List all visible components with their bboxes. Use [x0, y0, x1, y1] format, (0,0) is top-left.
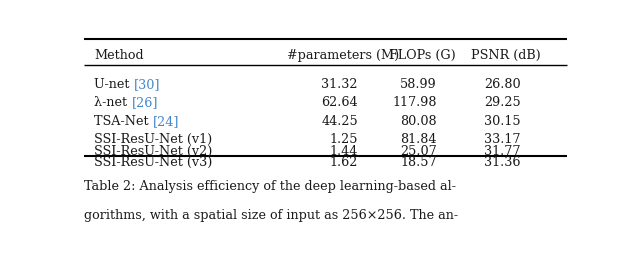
Text: 81.84: 81.84 [400, 133, 437, 146]
Text: [26]: [26] [132, 97, 158, 109]
Text: Table 2: Analysis efficiency of the deep learning-based al-: Table 2: Analysis efficiency of the deep… [85, 180, 457, 193]
Text: λ-net: λ-net [94, 97, 132, 109]
Text: SSI-ResU-Net (v1): SSI-ResU-Net (v1) [94, 133, 212, 146]
Text: 31.36: 31.36 [484, 156, 521, 169]
Text: #parameters (M): #parameters (M) [287, 49, 399, 62]
Text: 30.15: 30.15 [484, 115, 521, 128]
Text: 31.77: 31.77 [484, 145, 521, 157]
Text: U-net: U-net [94, 78, 134, 91]
Text: SSI-ResU-Net (v2): SSI-ResU-Net (v2) [94, 145, 212, 157]
Text: 26.80: 26.80 [484, 78, 521, 91]
Text: 18.57: 18.57 [400, 156, 437, 169]
Text: 29.25: 29.25 [484, 97, 521, 109]
Text: 1.25: 1.25 [329, 133, 358, 146]
Text: Method: Method [94, 49, 144, 62]
Text: [30]: [30] [134, 78, 160, 91]
Text: 33.17: 33.17 [484, 133, 521, 146]
Text: 80.08: 80.08 [400, 115, 437, 128]
Text: 25.07: 25.07 [400, 145, 437, 157]
Text: 44.25: 44.25 [321, 115, 358, 128]
Text: TSA-Net: TSA-Net [94, 115, 153, 128]
Text: 1.44: 1.44 [329, 145, 358, 157]
Text: 31.32: 31.32 [321, 78, 358, 91]
Text: 58.99: 58.99 [400, 78, 437, 91]
Text: 62.64: 62.64 [321, 97, 358, 109]
Text: gorithms, with a spatial size of input as 256×256. The an-: gorithms, with a spatial size of input a… [85, 209, 459, 222]
Text: 1.62: 1.62 [329, 156, 358, 169]
Text: FLOPs (G): FLOPs (G) [389, 49, 455, 62]
Text: 117.98: 117.98 [392, 97, 437, 109]
Text: SSI-ResU-Net (v3): SSI-ResU-Net (v3) [94, 156, 212, 169]
Text: PSNR (dB): PSNR (dB) [471, 49, 541, 62]
Text: [24]: [24] [153, 115, 179, 128]
